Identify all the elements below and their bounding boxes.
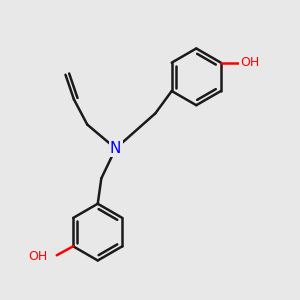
Text: OH: OH xyxy=(28,250,48,263)
Text: OH: OH xyxy=(241,56,260,69)
Text: N: N xyxy=(110,141,121,156)
